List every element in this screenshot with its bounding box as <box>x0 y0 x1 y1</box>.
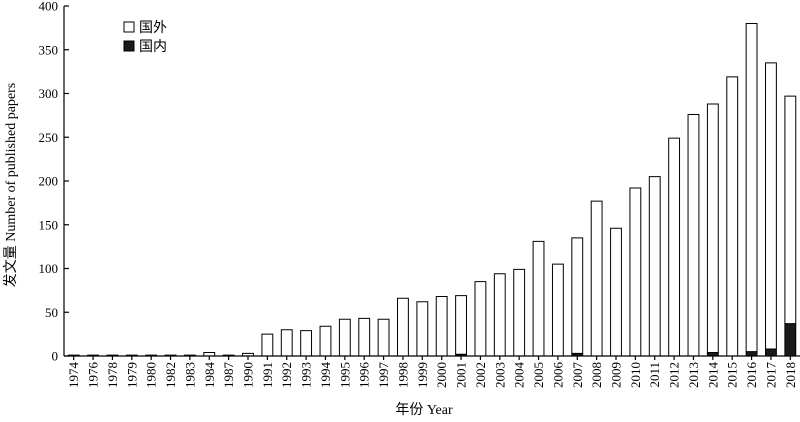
bar-foreign-2012 <box>668 137 681 357</box>
bar-foreign-2014 <box>706 103 719 353</box>
x-tick-label-2005: 2005 <box>531 362 546 388</box>
bar-foreign-2004 <box>513 268 526 357</box>
y-tick-label-200: 200 <box>39 174 59 189</box>
bar-foreign-2006 <box>551 263 564 357</box>
bar-foreign-2001 <box>455 295 467 355</box>
y-ticks-group: 0 50 100 150 200 250 300 350 400 <box>39 0 69 364</box>
legend: 国外 国内 <box>123 20 167 55</box>
x-tick-label-2018: 2018 <box>783 362 798 388</box>
bar-foreign-2013 <box>687 114 700 357</box>
legend-label-domestic: 国内 <box>139 39 167 55</box>
bar-domestic-2017 <box>765 348 777 357</box>
x-tick-label-1983: 1983 <box>182 362 197 388</box>
bars-group <box>67 23 797 357</box>
bar-foreign-1998 <box>397 297 409 357</box>
x-tick-label-2008: 2008 <box>589 362 604 388</box>
bar-foreign-2011 <box>648 176 661 357</box>
x-ticks-group: 1974 1976 1978 1979 1980 1982 1983 1984 1987 1990… <box>66 356 798 388</box>
x-tick-label-1992: 1992 <box>279 362 294 388</box>
bar-foreign-2008 <box>590 200 603 357</box>
legend-label-foreign: 国外 <box>139 20 167 36</box>
bar-domestic-2016 <box>745 351 758 357</box>
x-tick-label-2007: 2007 <box>570 362 585 389</box>
x-tick-label-2003: 2003 <box>492 362 507 388</box>
x-tick-label-2016: 2016 <box>744 362 759 389</box>
bar-foreign-1994 <box>319 325 332 357</box>
y-tick-label-300: 300 <box>39 86 59 101</box>
bar-foreign-2000 <box>435 296 448 357</box>
y-tick-label-350: 350 <box>39 42 59 57</box>
x-tick-label-1984: 1984 <box>202 362 217 389</box>
x-tick-label-1980: 1980 <box>144 362 159 388</box>
bar-foreign-2009 <box>610 227 622 357</box>
x-tick-label-1998: 1998 <box>395 362 410 388</box>
x-tick-label-1994: 1994 <box>318 362 333 389</box>
x-tick-label-2015: 2015 <box>725 362 740 388</box>
x-tick-label-1990: 1990 <box>241 362 256 388</box>
bar-foreign-2005 <box>532 240 545 357</box>
bar-domestic-2018 <box>784 323 797 357</box>
x-tick-label-1995: 1995 <box>337 362 352 388</box>
bar-foreign-2002 <box>474 281 487 357</box>
bar-foreign-2003 <box>493 273 506 357</box>
legend-swatch-domestic <box>123 40 135 52</box>
x-tick-label-1978: 1978 <box>105 362 120 388</box>
y-tick-label-100: 100 <box>39 261 59 276</box>
x-tick-label-1982: 1982 <box>163 362 178 388</box>
bar-foreign-1991 <box>261 333 274 357</box>
bar-foreign-2017 <box>765 62 777 350</box>
bar-foreign-1997 <box>377 318 390 357</box>
x-tick-label-1999: 1999 <box>415 362 430 388</box>
y-tick-label-50: 50 <box>45 305 58 320</box>
x-tick-label-2006: 2006 <box>550 362 565 389</box>
bar-foreign-1992 <box>280 329 293 357</box>
bar-foreign-1996 <box>358 317 371 357</box>
x-tick-label-1996: 1996 <box>357 362 372 389</box>
legend-swatch-foreign <box>123 21 135 33</box>
bar-foreign-2018 <box>784 95 797 325</box>
bar-foreign-2007 <box>571 237 584 354</box>
x-tick-label-2002: 2002 <box>473 362 488 388</box>
bar-foreign-1993 <box>300 330 313 357</box>
x-tick-label-2014: 2014 <box>705 362 720 389</box>
bar-foreign-1999 <box>416 301 429 357</box>
bar-foreign-2010 <box>629 187 642 357</box>
x-tick-label-2009: 2009 <box>609 362 624 388</box>
x-tick-label-1991: 1991 <box>260 362 275 388</box>
x-tick-label-2001: 2001 <box>454 362 469 388</box>
x-tick-label-2011: 2011 <box>647 362 662 388</box>
x-tick-label-1993: 1993 <box>299 362 314 388</box>
y-tick-label-0: 0 <box>52 349 59 364</box>
y-tick-label-150: 150 <box>39 217 59 232</box>
x-tick-label-2010: 2010 <box>628 362 643 388</box>
x-tick-label-1979: 1979 <box>124 362 139 388</box>
x-tick-label-2012: 2012 <box>667 362 682 388</box>
y-tick-label-400: 400 <box>39 0 59 14</box>
bar-foreign-2015 <box>726 76 739 357</box>
y-tick-label-250: 250 <box>39 130 59 145</box>
bar-foreign-2016 <box>745 23 758 353</box>
x-tick-label-2004: 2004 <box>512 362 527 389</box>
x-tick-label-1987: 1987 <box>221 362 236 389</box>
x-tick-label-2013: 2013 <box>686 362 701 388</box>
x-tick-label-1974: 1974 <box>66 362 81 389</box>
x-tick-label-2017: 2017 <box>763 362 778 389</box>
x-axis-label: 年份 Year <box>395 402 453 418</box>
bar-foreign-1995 <box>338 318 351 357</box>
x-tick-label-1997: 1997 <box>376 362 391 389</box>
y-axis-label: 发文量 Number of published papers <box>3 83 19 288</box>
x-tick-label-1976: 1976 <box>86 362 101 389</box>
x-tick-label-2000: 2000 <box>434 362 449 388</box>
